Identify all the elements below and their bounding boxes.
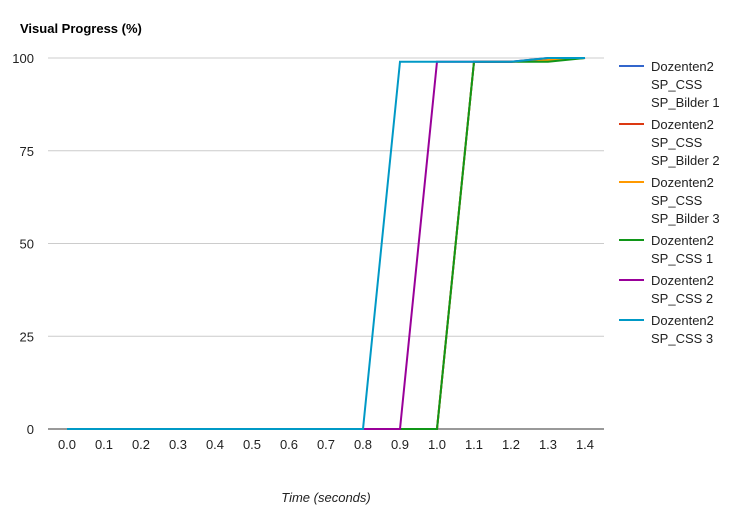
series-line-6 <box>67 57 585 430</box>
legend: Dozenten2 SP_CSS SP_Bilder 1 Dozenten2 SP_CS… <box>619 59 720 346</box>
x-tick-label-1.2: 1.2 <box>502 437 520 452</box>
x-tick-label-0.7: 0.7 <box>317 437 335 452</box>
legend-label-2-3: SP_Bilder 2 <box>651 153 720 168</box>
legend-item-5[interactable]: Dozenten2 SP_CSS 2 <box>619 273 714 306</box>
x-axis-label: Time (seconds) <box>281 490 370 505</box>
legend-label-6-1: Dozenten2 <box>651 313 714 328</box>
legend-label-2-1: Dozenten2 <box>651 117 714 132</box>
y-tick-label-50: 50 <box>20 237 34 252</box>
x-tick-label-0.4: 0.4 <box>206 437 224 452</box>
legend-label-5-1: Dozenten2 <box>651 273 714 288</box>
x-tick-label-0.1: 0.1 <box>95 437 113 452</box>
x-tick-label-0.8: 0.8 <box>354 437 372 452</box>
y-tick-label-100: 100 <box>12 51 34 66</box>
legend-label-6-2: SP_CSS 3 <box>651 331 713 346</box>
x-tick-label-0.5: 0.5 <box>243 437 261 452</box>
legend-item-6[interactable]: Dozenten2 SP_CSS 3 <box>619 313 714 346</box>
x-tick-label-0.9: 0.9 <box>391 437 409 452</box>
legend-label-4-2: SP_CSS 1 <box>651 251 713 266</box>
legend-item-3[interactable]: Dozenten2 SP_CSS SP_Bilder 3 <box>619 175 720 226</box>
legend-label-5-2: SP_CSS 2 <box>651 291 713 306</box>
x-tick-label-0.0: 0.0 <box>58 437 76 452</box>
y-tick-label-0: 0 <box>27 422 34 437</box>
legend-label-1-2: SP_CSS <box>651 77 703 92</box>
x-tick-label-0.2: 0.2 <box>132 437 150 452</box>
legend-label-1-1: Dozenten2 <box>651 59 714 74</box>
x-axis-ticks: 0.0 0.1 0.2 0.3 0.4 0.5 0.6 0.7 0.8 0.9 1.0 1.1 1.2 1… <box>58 437 594 452</box>
legend-label-4-1: Dozenten2 <box>651 233 714 248</box>
series-lines <box>67 57 586 430</box>
legend-item-1[interactable]: Dozenten2 SP_CSS SP_Bilder 1 <box>619 59 720 110</box>
x-tick-label-1.0: 1.0 <box>428 437 446 452</box>
x-tick-label-1.3: 1.3 <box>539 437 557 452</box>
x-tick-label-0.3: 0.3 <box>169 437 187 452</box>
legend-item-4[interactable]: Dozenten2 SP_CSS 1 <box>619 233 714 266</box>
legend-label-3-3: SP_Bilder 3 <box>651 211 720 226</box>
legend-label-3-1: Dozenten2 <box>651 175 714 190</box>
y-tick-label-25: 25 <box>20 329 34 344</box>
legend-item-2[interactable]: Dozenten2 SP_CSS SP_Bilder 2 <box>619 117 720 168</box>
x-tick-label-0.6: 0.6 <box>280 437 298 452</box>
x-tick-label-1.4: 1.4 <box>576 437 594 452</box>
legend-label-1-3: SP_Bilder 1 <box>651 95 720 110</box>
chart-title: Visual Progress (%) <box>20 21 142 36</box>
legend-label-2-2: SP_CSS <box>651 135 703 150</box>
y-axis-ticks: 0 25 50 75 100 <box>12 51 34 437</box>
x-tick-label-1.1: 1.1 <box>465 437 483 452</box>
legend-label-3-2: SP_CSS <box>651 193 703 208</box>
y-tick-label-75: 75 <box>20 144 34 159</box>
gridlines <box>48 57 604 430</box>
